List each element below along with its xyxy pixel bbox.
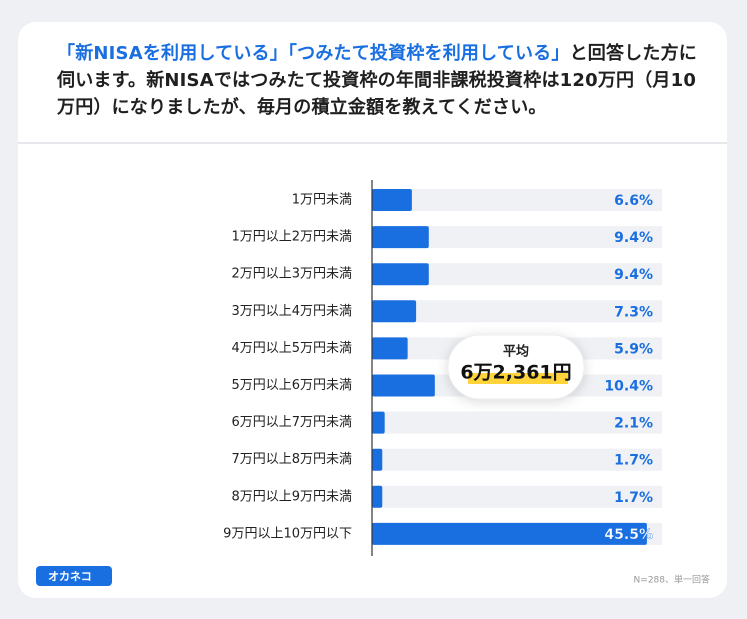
value-label: 45.5%: [604, 527, 653, 543]
category-label: 4万円以上5万円未満: [231, 341, 352, 356]
logo-badge: [36, 566, 112, 586]
bar: [372, 448, 383, 471]
category-label: 1万円未満: [292, 193, 352, 208]
category-label: 7万円以上8万円未満: [231, 452, 352, 467]
bar: [372, 522, 647, 545]
bar: [372, 411, 385, 434]
category-label: 2万円以上3万円未満: [231, 267, 352, 282]
highlight: [468, 373, 568, 384]
bar: [372, 337, 408, 360]
value-label: 9.4%: [614, 267, 653, 283]
logo: オカネコ: [36, 566, 112, 586]
average-callout: 平均 6万2,361円: [447, 334, 585, 400]
chart-title: 「新NISAを利用している」「つみたて投資枠を利用している」と回答した方に伺いま…: [57, 40, 697, 121]
bar-track: [372, 485, 662, 508]
bar-track: [372, 226, 662, 249]
bar-track: [372, 448, 662, 471]
category-label: 9万円以上10万円以下: [223, 526, 352, 541]
average-value: 6万2,361円: [460, 362, 571, 384]
note: N=288、単一回答: [634, 574, 710, 586]
category-label: 5万円以上6万円未満: [231, 378, 352, 393]
value-label: 1.7%: [614, 453, 653, 469]
title-part: 「新NISAを利用している」「つみたて投資枠を利用している」: [57, 43, 570, 64]
value-label: 6.6%: [614, 193, 653, 209]
value-label: 10.4%: [604, 379, 653, 395]
average-label: 平均: [503, 344, 529, 360]
bar-track: [372, 263, 662, 286]
bar-track: [372, 411, 662, 434]
bar: [372, 189, 412, 211]
bar: [372, 300, 417, 323]
category-label: 3万円以上4万円未満: [231, 304, 352, 319]
category-label: 1万円以上2万円未満: [231, 230, 352, 245]
bar: [372, 485, 383, 508]
title-part: と回答した方に伺います。新NISAではつみたて投資枠の年間非課税投資枠は120万…: [57, 43, 697, 118]
value-label: 7.3%: [614, 304, 653, 320]
value-label: 9.4%: [614, 230, 653, 246]
bar: [372, 226, 429, 249]
value-label: 1.7%: [614, 490, 653, 506]
category-label: 6万円以上7万円未満: [231, 415, 352, 430]
bar-track: [372, 189, 662, 211]
bar-track: [372, 300, 662, 323]
bar: [372, 263, 429, 286]
value-label: 5.9%: [614, 341, 653, 357]
value-label: 2.1%: [614, 416, 653, 432]
bar: [372, 374, 435, 397]
category-label: 8万円以上9万円未満: [231, 489, 352, 504]
logo-text: オカネコ: [48, 570, 92, 583]
